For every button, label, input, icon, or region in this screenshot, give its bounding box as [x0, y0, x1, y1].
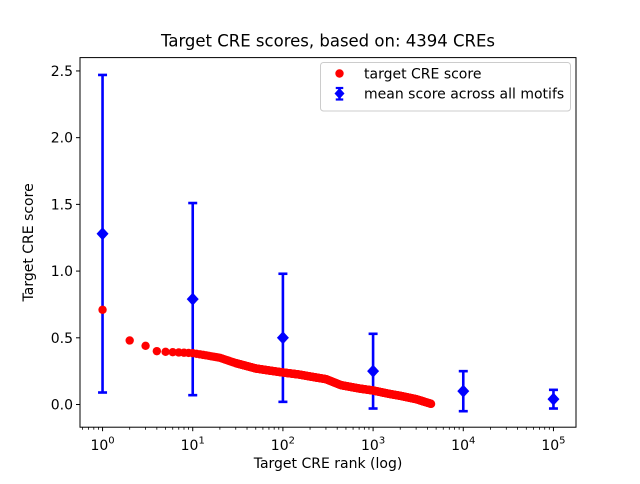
plot-area [80, 57, 576, 428]
axis-ticks: 100 101 102 103 104 105 0.0 0.5 1.0 1.5 2.0 2.5 [51, 64, 566, 454]
svg-text:2.0: 2.0 [51, 131, 73, 147]
svg-text:105: 105 [541, 436, 565, 455]
svg-text:0.5: 0.5 [51, 331, 73, 347]
svg-text:104: 104 [451, 436, 475, 455]
svg-text:102: 102 [271, 436, 295, 455]
svg-text:101: 101 [181, 436, 205, 455]
y-axis-label: Target CRE score [21, 183, 37, 302]
svg-text:2.5: 2.5 [51, 64, 73, 80]
svg-text:0.0: 0.0 [51, 398, 73, 414]
svg-text:1.5: 1.5 [51, 197, 73, 213]
svg-text:100: 100 [90, 436, 114, 455]
legend-marker-mean-score-icon [334, 86, 345, 101]
chart-title: Target CRE scores, based on: 4394 CREs [160, 32, 495, 51]
legend-label-mean-score: mean score across all motifs [364, 87, 564, 103]
legend-box [320, 62, 571, 112]
legend-label-target-score: target CRE score [364, 67, 481, 83]
svg-text:1.0: 1.0 [51, 264, 73, 280]
legend: target CRE score mean score across all m… [320, 62, 571, 112]
legend-marker-target-score-icon [335, 69, 344, 78]
data-marks [96, 73, 560, 413]
svg-text:103: 103 [361, 436, 385, 455]
axes-frame [79, 57, 577, 428]
x-axis-label: Target CRE rank (log) [253, 456, 403, 472]
